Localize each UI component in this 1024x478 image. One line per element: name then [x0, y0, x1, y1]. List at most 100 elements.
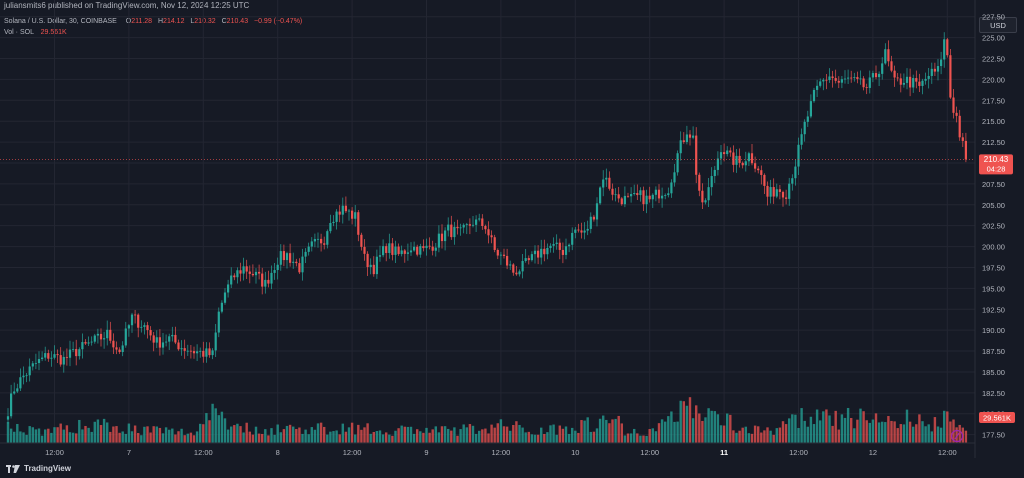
volume-bar [220, 411, 224, 443]
volume-bar [242, 432, 245, 443]
volume-bar [887, 416, 890, 443]
candle-body [704, 200, 707, 203]
volume-bar [115, 426, 118, 443]
candle-body [298, 263, 301, 273]
volume-bar [65, 425, 69, 443]
volume-bar [921, 421, 924, 443]
candle-body [171, 334, 174, 337]
volume-bar [747, 433, 751, 443]
candle-body [165, 341, 168, 343]
brand-footer[interactable]: TradingView [6, 464, 71, 473]
candle-body [555, 242, 558, 244]
volume-bar [106, 422, 109, 443]
volume-bar [626, 433, 630, 443]
volume-bar [124, 433, 127, 443]
volume-tag-text: 29.561K [983, 414, 1011, 423]
candle-body [515, 272, 518, 275]
candle-body [726, 150, 729, 155]
candle-body [574, 229, 577, 233]
volume-bar [323, 426, 326, 443]
volume-bar [310, 427, 313, 443]
jump-to-realtime-icon[interactable] [950, 429, 964, 443]
candle-body [230, 275, 233, 285]
candle-body [571, 232, 574, 245]
candle-body [109, 329, 112, 341]
volume-bar [722, 425, 726, 443]
candle-body [676, 153, 679, 173]
volume-bar [422, 432, 425, 443]
volume-bar [738, 430, 741, 443]
volume-bar [558, 425, 561, 443]
candle-body [481, 218, 484, 226]
price-axis[interactable]: 227.50 225.00 222.50 220.00 217.50 215.00 212.… [982, 13, 1005, 440]
volume-bar [416, 429, 419, 443]
volume-legend[interactable]: Vol · SOL 29.561K [4, 29, 67, 36]
candle-body [822, 79, 825, 82]
candle-body [828, 76, 831, 81]
volume-bar [803, 420, 806, 443]
volume-bar [598, 418, 602, 443]
candle-body [605, 177, 608, 180]
volume-bar [192, 435, 196, 443]
volume-bar [13, 431, 16, 443]
volume-bar [121, 431, 124, 443]
volume-tag: 29.561K [979, 412, 1015, 423]
candle-body [527, 258, 530, 261]
candle-body [468, 224, 471, 226]
candle-body [825, 79, 828, 81]
volume-bar [226, 429, 230, 443]
volume-bar [797, 427, 800, 443]
volume-bar [936, 426, 940, 443]
volume-bar [161, 433, 165, 443]
candle-body [459, 227, 462, 229]
volume-bar [769, 430, 772, 443]
candle-body [533, 250, 537, 255]
candle-body [862, 78, 865, 88]
candle-body [524, 258, 527, 261]
candle-body [10, 393, 13, 417]
candle-body [775, 189, 778, 197]
volume-bar [791, 414, 794, 443]
time-axis[interactable]: 12:00 7 12:00 8 12:00 9 12:00 10 12:00 11 12:00 12 1… [45, 448, 957, 457]
volume-bar [834, 410, 837, 443]
time-tick-label: 12:00 [343, 448, 362, 457]
volume-bar [828, 415, 831, 443]
candle-body [589, 216, 592, 229]
candle-body [630, 194, 633, 197]
volume-bar [496, 423, 499, 443]
volume-bar [22, 432, 25, 443]
volume-bar [930, 431, 933, 443]
volume-bar [515, 421, 518, 443]
candle-body [295, 261, 298, 264]
volume-bar [912, 426, 915, 443]
volume-bar [16, 423, 19, 443]
volume-bar [434, 426, 437, 443]
time-tick-label: 12:00 [45, 448, 64, 457]
candle-body [685, 134, 688, 143]
candle-body [809, 101, 812, 117]
candle-body [388, 243, 391, 253]
volume-bar [766, 427, 769, 443]
volume-bar [357, 424, 360, 443]
candle-body [258, 271, 261, 274]
candle-body [177, 342, 180, 350]
volume-bar [964, 430, 968, 443]
volume-bar [691, 418, 695, 443]
volume-bar [437, 432, 441, 443]
volume-bar [617, 415, 620, 443]
volume-bar [465, 427, 468, 443]
volume-bar [781, 421, 785, 443]
volume-bar [853, 428, 856, 443]
volume-bar [270, 428, 273, 443]
volume-bar [924, 426, 927, 443]
candle-body [661, 195, 664, 199]
currency-button[interactable]: USD [979, 17, 1017, 33]
volume-bar [868, 422, 871, 443]
volume-bar [329, 431, 332, 443]
volume-bar [230, 426, 233, 443]
candle-body [223, 292, 227, 303]
candle-body [729, 150, 732, 153]
volume-bar [143, 426, 146, 443]
